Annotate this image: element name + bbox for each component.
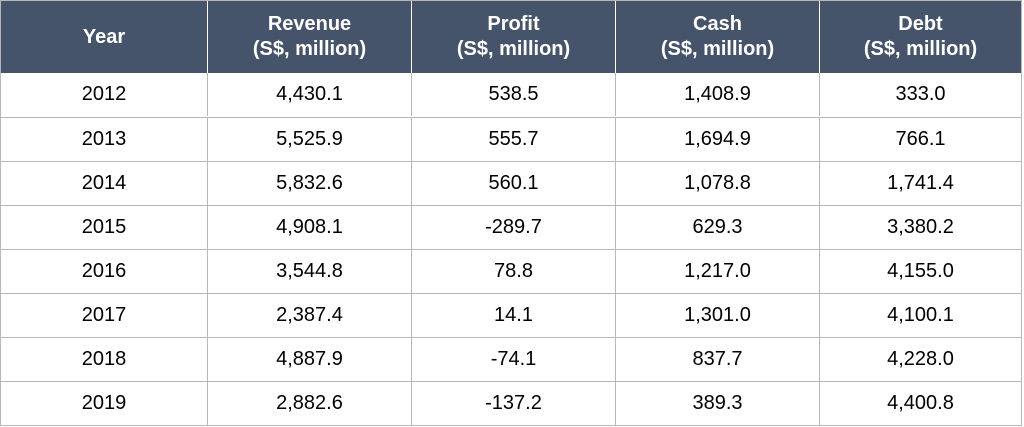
cell-cash: 1,217.0 bbox=[615, 250, 819, 293]
cell-cash: 1,408.9 bbox=[615, 73, 819, 116]
cell-debt: 4,100.1 bbox=[819, 294, 1021, 337]
cell-revenue: 3,544.8 bbox=[207, 250, 411, 293]
cell-debt: 766.1 bbox=[819, 118, 1021, 161]
cell-year: 2013 bbox=[81, 128, 127, 150]
table-row: 2017 2,387.4 14.1 1,301.0 4,100.1 bbox=[1, 293, 1021, 337]
table-row: 2016 3,544.8 78.8 1,217.0 4,155.0 bbox=[1, 249, 1021, 293]
cell-profit: 560.1 bbox=[411, 162, 615, 205]
cell-profit: 538.5 bbox=[411, 73, 615, 116]
cell-cash: 837.7 bbox=[615, 338, 819, 381]
cell-revenue: 4,430.1 bbox=[207, 73, 411, 116]
header-year-label: Year bbox=[82, 25, 126, 48]
cell-debt: 1,741.4 bbox=[819, 162, 1021, 205]
cell-revenue: 5,525.9 bbox=[207, 118, 411, 161]
cell-revenue: 2,387.4 bbox=[207, 294, 411, 337]
cell-debt: 3,380.2 bbox=[819, 206, 1021, 249]
header-revenue: Revenue (S$, million) bbox=[207, 1, 411, 73]
table-row: 2019 2,882.6 -137.2 389.3 4,400.8 bbox=[1, 381, 1021, 425]
cell-debt: 4,228.0 bbox=[819, 338, 1021, 381]
cell-profit: -74.1 bbox=[411, 338, 615, 381]
cell-year: 2014 bbox=[81, 172, 127, 194]
cell-year: 2012 bbox=[81, 83, 127, 105]
cell-profit: 14.1 bbox=[411, 294, 615, 337]
cell-cash: 1,694.9 bbox=[615, 118, 819, 161]
header-year: Year bbox=[1, 1, 207, 73]
header-profit-unit: (S$, million) bbox=[456, 38, 571, 60]
header-profit-label: Profit bbox=[487, 13, 540, 35]
cell-cash: 389.3 bbox=[615, 382, 819, 425]
cell-debt: 333.0 bbox=[819, 73, 1021, 116]
cell-revenue: 5,832.6 bbox=[207, 162, 411, 205]
header-debt: Debt (S$, million) bbox=[819, 1, 1021, 73]
cell-profit: -289.7 bbox=[411, 206, 615, 249]
cell-revenue: 4,908.1 bbox=[207, 206, 411, 249]
table-header-row: Year Revenue (S$, million) Profit (S$, m… bbox=[1, 1, 1021, 73]
cell-revenue: 2,882.6 bbox=[207, 382, 411, 425]
header-debt-label: Debt bbox=[898, 13, 943, 35]
cell-debt: 4,400.8 bbox=[819, 382, 1021, 425]
cell-cash: 629.3 bbox=[615, 206, 819, 249]
cell-year: 2019 bbox=[81, 392, 127, 414]
cell-revenue: 4,887.9 bbox=[207, 338, 411, 381]
cell-year: 2016 bbox=[81, 260, 127, 282]
cell-profit: 78.8 bbox=[411, 250, 615, 293]
table-row: 2014 5,832.6 560.1 1,078.8 1,741.4 bbox=[1, 161, 1021, 205]
table-row: 2013 5,525.9 555.7 1,694.9 766.1 bbox=[1, 117, 1021, 161]
header-debt-unit: (S$, million) bbox=[863, 38, 978, 60]
cell-cash: 1,078.8 bbox=[615, 162, 819, 205]
table-row: 2015 4,908.1 -289.7 629.3 3,380.2 bbox=[1, 205, 1021, 249]
cell-debt: 4,155.0 bbox=[819, 250, 1021, 293]
cell-year: 2015 bbox=[81, 216, 127, 238]
cell-cash: 1,301.0 bbox=[615, 294, 819, 337]
header-cash-label: Cash bbox=[693, 13, 742, 35]
header-revenue-unit: (S$, million) bbox=[252, 38, 367, 60]
cell-year: 2017 bbox=[81, 304, 127, 326]
cell-profit: 555.7 bbox=[411, 118, 615, 161]
header-cash: Cash (S$, million) bbox=[615, 1, 819, 73]
cell-year: 2018 bbox=[81, 348, 127, 370]
table-row: 2018 4,887.9 -74.1 837.7 4,228.0 bbox=[1, 337, 1021, 381]
header-revenue-label: Revenue bbox=[267, 13, 352, 35]
cell-profit: -137.2 bbox=[411, 382, 615, 425]
header-profit: Profit (S$, million) bbox=[411, 1, 615, 73]
table-row: 2012 4,430.1 538.5 1,408.9 333.0 bbox=[1, 73, 1021, 117]
header-cash-unit: (S$, million) bbox=[660, 38, 775, 60]
